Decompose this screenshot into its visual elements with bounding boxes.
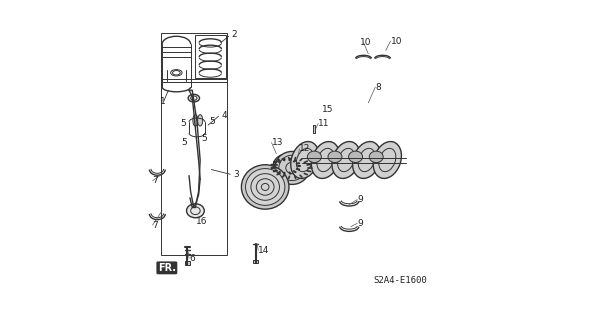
Text: 14: 14 — [259, 246, 270, 255]
Ellipse shape — [241, 165, 289, 209]
Ellipse shape — [291, 141, 319, 179]
Text: 13: 13 — [272, 138, 283, 147]
Text: 5: 5 — [210, 117, 216, 126]
Ellipse shape — [171, 69, 182, 76]
Ellipse shape — [349, 151, 362, 163]
Ellipse shape — [312, 141, 340, 179]
Text: 2: 2 — [231, 30, 236, 39]
Ellipse shape — [198, 115, 203, 126]
Text: 9: 9 — [357, 219, 363, 228]
Text: 15: 15 — [322, 105, 334, 114]
Ellipse shape — [275, 151, 310, 184]
Text: 10: 10 — [361, 38, 372, 47]
Bar — [185, 261, 190, 265]
Text: FR.: FR. — [158, 263, 176, 273]
Text: 9: 9 — [357, 195, 363, 204]
Bar — [254, 260, 258, 263]
Ellipse shape — [193, 115, 198, 126]
Text: 16: 16 — [196, 217, 208, 226]
Bar — [195, 35, 226, 77]
Text: 5: 5 — [181, 138, 187, 147]
Text: 7: 7 — [153, 176, 158, 185]
Bar — [161, 33, 227, 82]
Text: 1: 1 — [159, 97, 165, 106]
Ellipse shape — [353, 141, 381, 179]
Text: 3: 3 — [233, 170, 239, 179]
Text: 10: 10 — [390, 36, 402, 45]
Ellipse shape — [369, 151, 383, 163]
Text: 12: 12 — [300, 144, 311, 153]
Text: 8: 8 — [376, 83, 381, 92]
Ellipse shape — [245, 169, 285, 205]
Ellipse shape — [373, 141, 401, 179]
Bar — [313, 125, 315, 133]
Ellipse shape — [186, 204, 204, 218]
Text: 5: 5 — [202, 134, 208, 143]
Text: 7: 7 — [153, 220, 158, 229]
Text: S2A4-E1600: S2A4-E1600 — [373, 276, 427, 285]
Ellipse shape — [307, 151, 321, 163]
Ellipse shape — [188, 94, 199, 102]
Text: 5: 5 — [180, 119, 186, 128]
Ellipse shape — [328, 151, 342, 163]
Text: 4: 4 — [221, 111, 227, 120]
Bar — [161, 79, 227, 255]
Ellipse shape — [273, 154, 298, 178]
Ellipse shape — [332, 141, 360, 179]
Text: 11: 11 — [318, 119, 330, 128]
Text: 6: 6 — [189, 254, 195, 263]
